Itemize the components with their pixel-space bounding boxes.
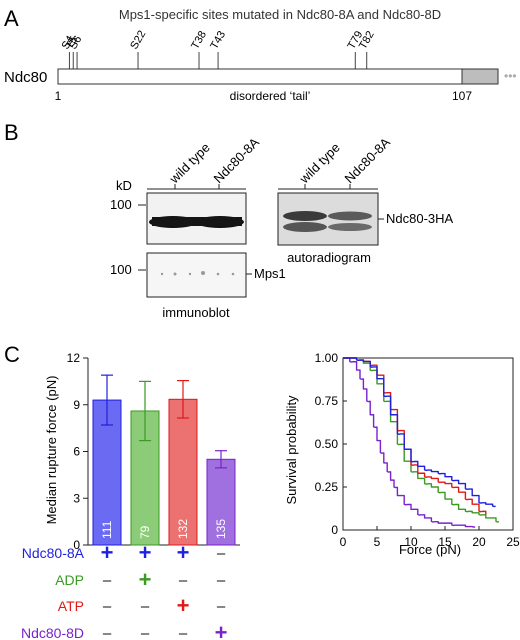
panel-letter-c: C (4, 342, 20, 367)
protein-domain-segment (461, 68, 499, 85)
condition-label-ndc80-8d: Ndc80-8D (21, 625, 84, 640)
condition-minus: – (217, 545, 226, 562)
bar-ytick-label: 9 (73, 398, 80, 412)
survival-xtick-label: 10 (404, 535, 418, 549)
site-label-s4: S4 (60, 34, 77, 52)
condition-table: Ndc80-8A + + + –ADP – + – –ATP – – + –Ndc80-8D – – – + (21, 540, 227, 640)
condition-plus: + (101, 540, 114, 565)
autorad-band-8a-upper (328, 211, 372, 221)
survival-xtick-label: 15 (438, 535, 452, 549)
condition-minus: – (103, 625, 112, 640)
site-label-s6: S6 (67, 34, 84, 52)
bar-count-label-0: 111 (100, 520, 114, 539)
panel-a-title: Mps1-specific sites mutated in Ndc80-8A … (119, 7, 441, 22)
survival-plot: 0 5 10 15 20 25 0 0.25 0.50 0.75 1.00 (315, 351, 520, 549)
mps1-label: Mps1 (254, 266, 286, 281)
survival-xtick-label: 5 (374, 535, 381, 549)
survival-xtick-label: 0 (340, 535, 347, 549)
site-label-t5: T5 (63, 34, 80, 51)
survival-ytick-label: 0.50 (315, 437, 339, 451)
site-label-t38: T38 (189, 29, 209, 51)
autorad-band-wt-lower (283, 222, 327, 232)
panel-letter-b: B (4, 120, 19, 145)
ndc80-3ha-label: Ndc80-3HA (386, 211, 454, 226)
condition-minus: – (179, 572, 188, 589)
protein-bar (57, 68, 499, 85)
survival-ytick-label: 0.75 (315, 394, 339, 408)
condition-minus: – (103, 598, 112, 615)
panel-letter-a: A (4, 6, 19, 31)
condition-plus: + (139, 540, 152, 565)
survival-xlabel: Force (pN) (399, 542, 461, 557)
lane-label-wild-type-autoradiogram: wild type (296, 140, 343, 187)
condition-label-atp: ATP (58, 598, 84, 614)
continuation-dots: ••• (504, 69, 517, 83)
survival-xtick-label: 25 (506, 535, 520, 549)
survival-curve-1 (343, 357, 500, 523)
survival-ytick-label: 0 (331, 523, 338, 537)
survival-curve-2 (343, 357, 487, 515)
site-label-s22: S22 (128, 29, 148, 52)
immunoblot-mps1 (146, 252, 247, 298)
bar-ytick-label: 3 (73, 491, 80, 505)
immunoblot-label: immunoblot (162, 305, 230, 320)
marker-100-top: 100 (110, 197, 132, 212)
lane-label-wild-type: wild type (166, 140, 213, 187)
condition-minus: – (141, 625, 150, 640)
survival-curve-3 (343, 357, 496, 508)
bar-2 (168, 398, 198, 546)
condition-plus: + (177, 593, 190, 618)
bar-3 (206, 458, 236, 546)
kd-label: kD (116, 178, 132, 193)
condition-plus: + (177, 540, 190, 565)
condition-minus: – (179, 625, 188, 640)
disordered-tail-label: disordered ‘tail’ (230, 89, 311, 103)
condition-plus: + (215, 620, 228, 640)
condition-label-ndc80-8a: Ndc80-8A (22, 545, 85, 561)
survival-curve-0 (343, 357, 476, 528)
lane-label-ndc80-8a: Ndc80-8A (211, 134, 263, 186)
autorad-band-8a-lower (328, 223, 372, 231)
survival-ytick-label: 0.25 (315, 480, 339, 494)
residue-start-label: 1 (55, 89, 62, 103)
survival-ytick-label: 1.00 (315, 351, 339, 365)
bar-chart: 0 3 6 9 12 111 79 132 135 (67, 351, 240, 552)
autoradiogram-label: autoradiogram (287, 250, 371, 265)
condition-minus: – (103, 572, 112, 589)
bar-ytick-label: 0 (73, 538, 80, 552)
lane-label-ndc80-8a-autoradiogram: Ndc80-8A (342, 134, 394, 186)
bar-chart-ylabel: Median rupture force (pN) (44, 376, 59, 525)
bar-ytick-label: 12 (67, 351, 81, 365)
condition-label-adp: ADP (55, 572, 84, 588)
bar-count-label-2: 132 (176, 519, 190, 539)
condition-minus: – (217, 572, 226, 589)
condition-plus: + (139, 567, 152, 592)
residue-end-label: 107 (452, 89, 472, 103)
survival-ylabel: Survival probability (284, 395, 299, 505)
autorad-band-wt-upper (283, 211, 327, 221)
condition-minus: – (217, 598, 226, 615)
survival-xtick-label: 20 (472, 535, 486, 549)
protein-label: Ndc80 (4, 69, 47, 86)
band-mps1 (160, 271, 235, 276)
site-label-t43: T43 (208, 29, 228, 51)
condition-minus: – (141, 598, 150, 615)
bar-count-label-3: 135 (214, 519, 228, 539)
marker-100-bottom: 100 (110, 262, 132, 277)
bar-ytick-label: 6 (73, 445, 80, 459)
bar-count-label-1: 79 (138, 525, 152, 539)
